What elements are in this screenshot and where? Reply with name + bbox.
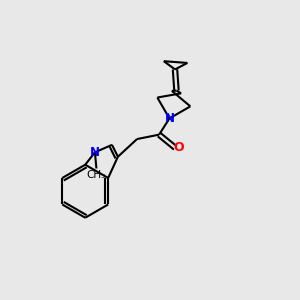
- Text: N: N: [90, 146, 100, 159]
- Text: N: N: [164, 112, 174, 125]
- Text: O: O: [174, 141, 184, 154]
- Text: CH₃: CH₃: [87, 170, 106, 180]
